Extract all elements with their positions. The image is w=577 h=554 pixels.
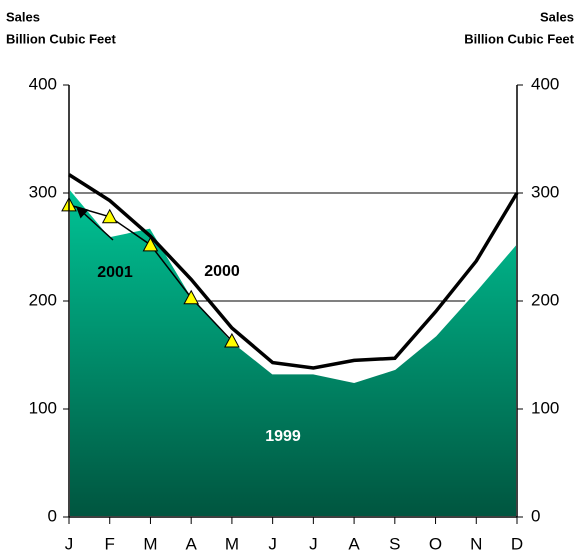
marker [101, 208, 118, 224]
x-tick-label: J [268, 534, 277, 553]
arrow [75, 205, 114, 241]
series-label: 2001 [97, 264, 133, 281]
y2-tick-label: 100 [531, 398, 559, 417]
x-tick-label: M [225, 534, 239, 553]
x-tick-label: A [186, 534, 198, 553]
y2-tick-label: 200 [531, 290, 559, 309]
line [68, 173, 519, 370]
x-tick-label: M [143, 534, 157, 553]
y2-axis-title: Sales [540, 9, 574, 24]
y2-axis-title: Billion Cubic Feet [464, 31, 574, 46]
marker [183, 289, 200, 305]
y-axis-title: Billion Cubic Feet [6, 31, 116, 46]
series-label: 2000 [204, 263, 240, 280]
x-tick-label: O [429, 534, 442, 553]
x-tick-label: J [309, 534, 318, 553]
marker [224, 332, 240, 348]
y-tick-label: 300 [29, 182, 57, 201]
y-tick-label: 200 [29, 290, 57, 309]
y-tick-label: 0 [48, 506, 57, 525]
x-tick-label: A [348, 534, 360, 553]
x-tick-label: D [511, 534, 523, 553]
marker [142, 236, 159, 252]
y-tick-label: 400 [29, 74, 57, 93]
y-axis-title: Sales [6, 9, 40, 24]
series-label: 1999 [265, 428, 301, 445]
area [68, 184, 518, 518]
x-tick-label: S [389, 534, 400, 553]
x-tick-label: N [470, 534, 482, 553]
y-tick-label: 100 [29, 398, 57, 417]
y2-tick-label: 0 [531, 506, 540, 525]
y2-tick-label: 400 [531, 74, 559, 93]
y2-tick-label: 300 [531, 182, 559, 201]
x-tick-label: J [65, 534, 74, 553]
x-tick-label: F [105, 534, 115, 553]
